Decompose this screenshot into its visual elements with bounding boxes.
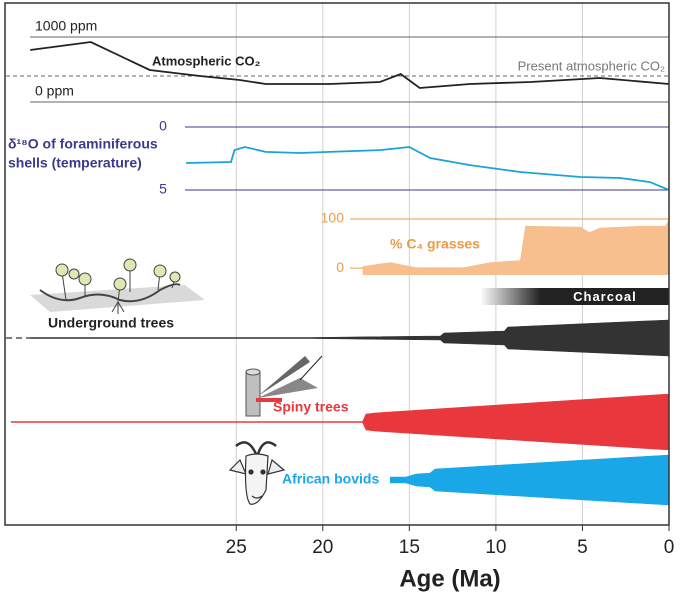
y-tick-label: 0 bbox=[336, 259, 344, 275]
spiny-tree-icon bbox=[245, 355, 323, 417]
charcoal-bar bbox=[480, 288, 669, 305]
underground-trees-icon bbox=[30, 258, 205, 314]
spindle bbox=[389, 454, 670, 506]
charcoal-label: Charcoal bbox=[573, 289, 637, 304]
series-label: Underground trees bbox=[48, 315, 174, 331]
x-tick-label: 5 bbox=[577, 537, 588, 558]
data-line bbox=[30, 41, 670, 89]
y-tick-label: 100 bbox=[321, 210, 345, 226]
x-axis-title: Age (Ma) bbox=[399, 565, 500, 592]
x-tick-label: 20 bbox=[312, 537, 333, 558]
y-tick-label: 0 ppm bbox=[35, 83, 74, 99]
frame bbox=[4, 2, 670, 526]
series-label: shells (temperature) bbox=[8, 155, 142, 171]
series-label: % C₄ grasses bbox=[390, 236, 480, 252]
y-tick-label: 1000 ppm bbox=[35, 18, 97, 34]
y-tick-label: 0 bbox=[159, 118, 167, 134]
data-line bbox=[185, 146, 670, 191]
series-label: δ¹⁸O of foraminiferous bbox=[8, 136, 158, 152]
x-tick-label: 15 bbox=[399, 537, 420, 558]
x-tick-label: 10 bbox=[485, 537, 506, 558]
bovid-icon bbox=[228, 441, 286, 505]
y-tick-label: 5 bbox=[159, 181, 167, 197]
x-tick-label: 25 bbox=[226, 537, 247, 558]
data-area bbox=[362, 219, 669, 275]
series-label: Atmospheric CO₂ bbox=[152, 53, 261, 68]
series-label: African bovids bbox=[282, 471, 379, 487]
series-label: Spiny trees bbox=[273, 399, 349, 415]
reference-label: Present atmospheric CO₂ bbox=[518, 58, 665, 73]
plot: 25 20 15 10 5 0 1000 ppm 0 ppm Present atmospher… bbox=[6, 18, 674, 558]
x-tick-label: 0 bbox=[664, 537, 675, 558]
